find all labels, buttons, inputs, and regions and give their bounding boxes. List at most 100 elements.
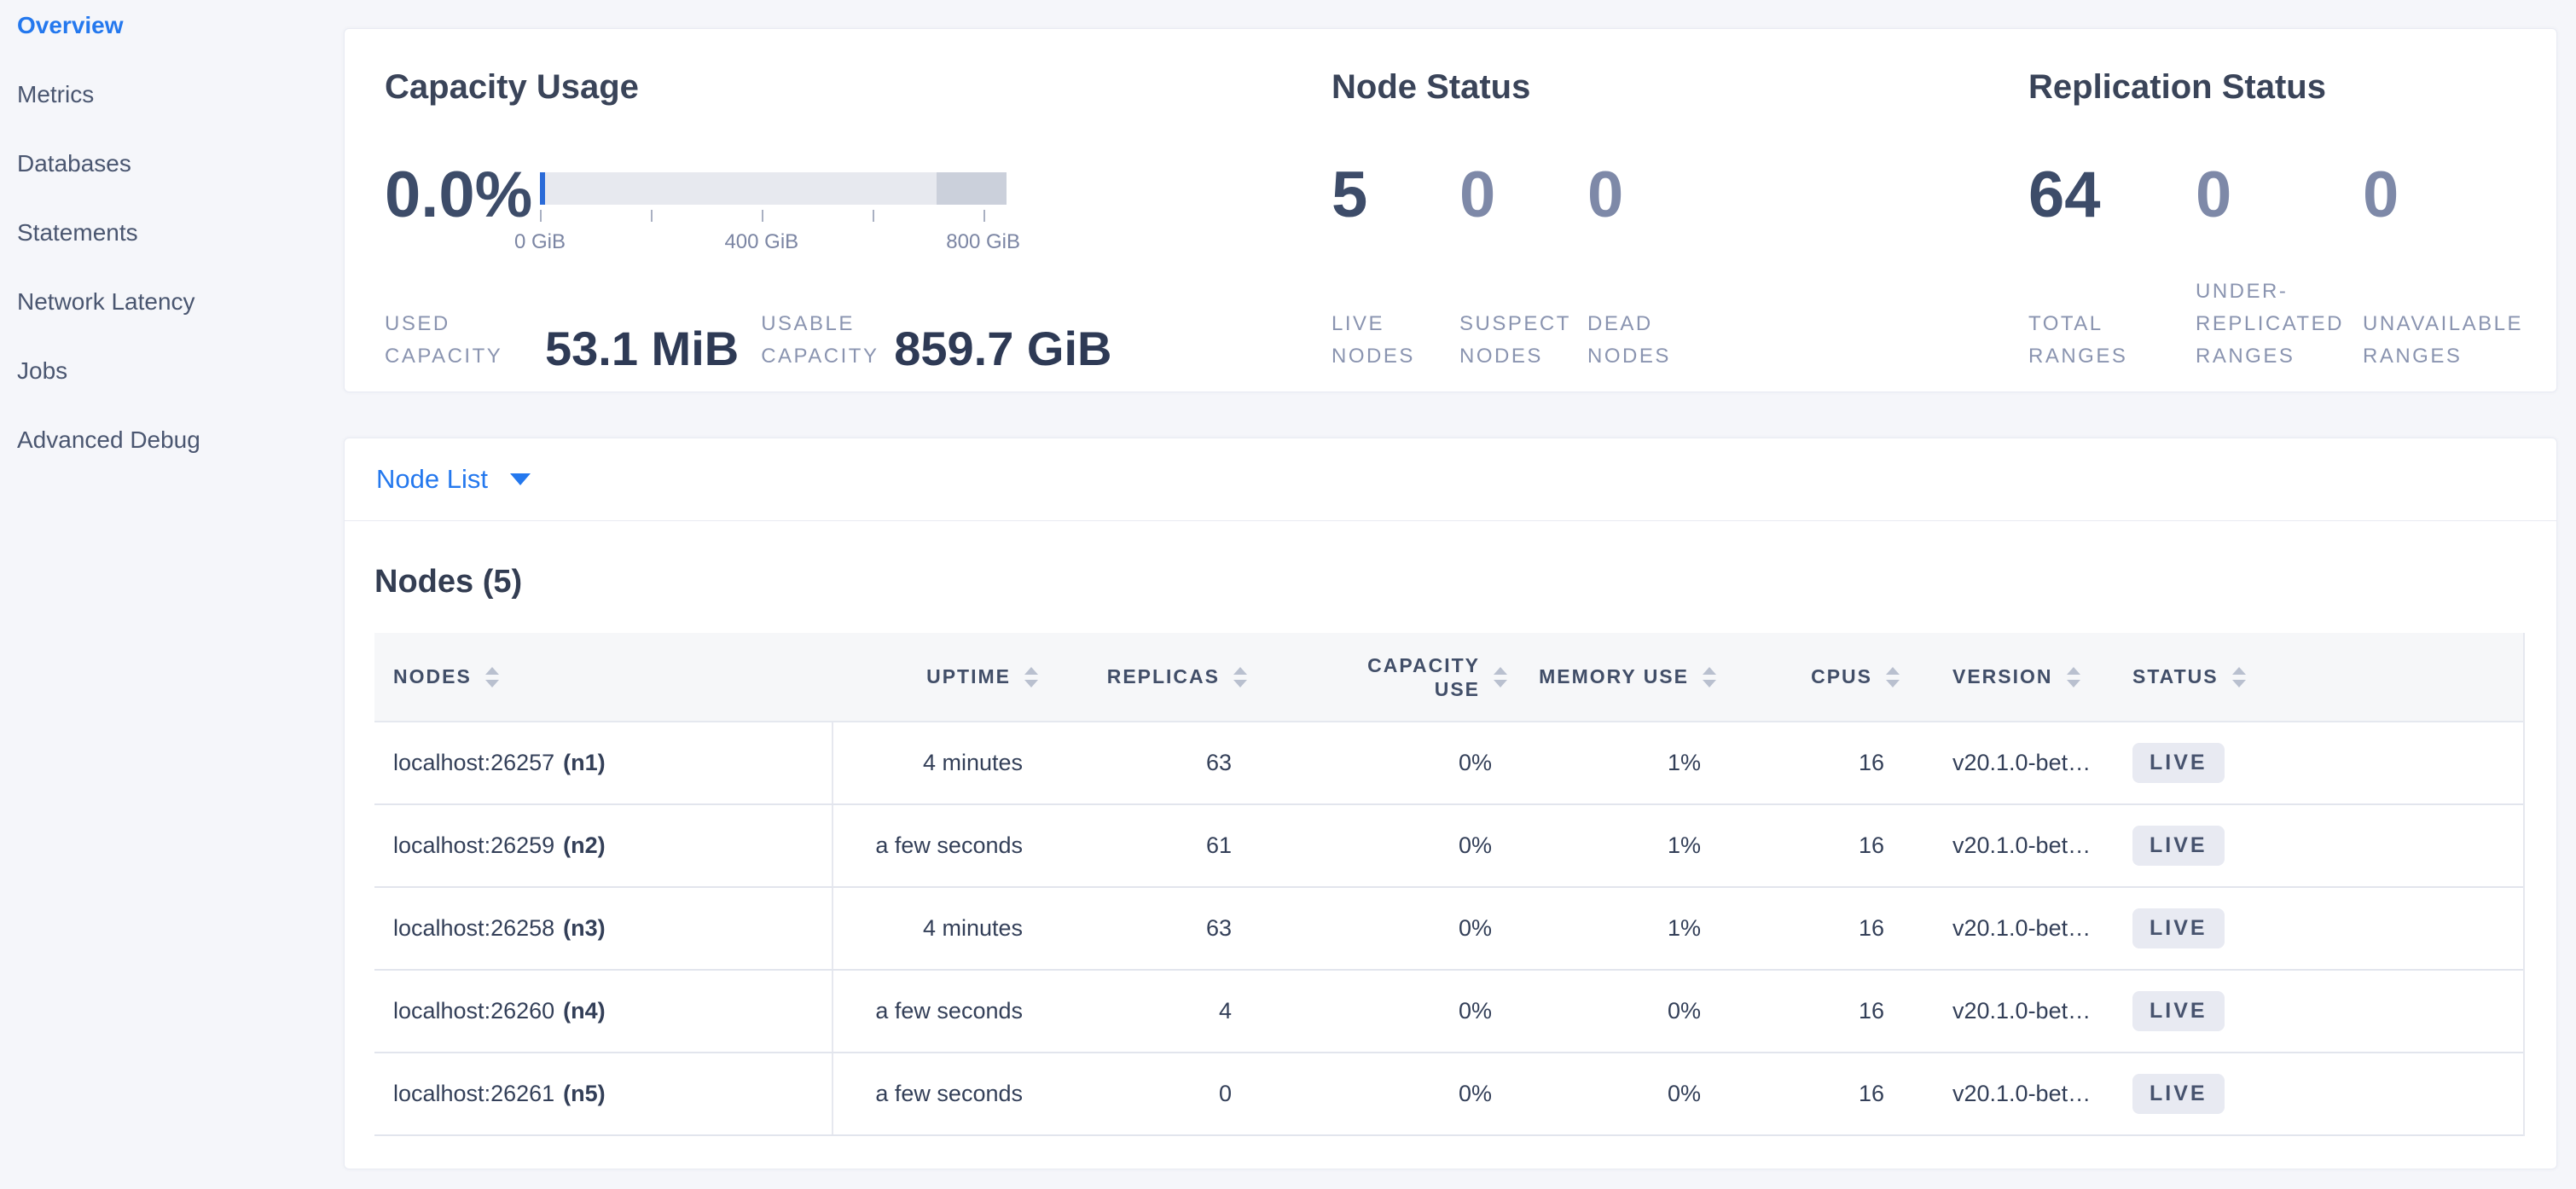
sort-icon <box>484 666 499 687</box>
node-id: (n1) <box>563 750 606 775</box>
sidebar-item-databases[interactable]: Databases <box>17 149 131 177</box>
column-header-label: UPTIME <box>926 665 1011 687</box>
column-header-label: CPUS <box>1811 665 1872 687</box>
node-status-stats: 5 LIVE NODES 0 SUSPECT NODES 0 DEAD NODE… <box>1332 159 2028 373</box>
node-address-cell[interactable]: localhost:26257 (n1) <box>374 722 833 803</box>
node-address: localhost:26261 <box>393 1081 555 1106</box>
table-row: localhost:26258 (n3) 4 minutes 63 0% 1% … <box>374 888 2523 971</box>
nodes-table-container: Nodes (5) NODES UPTIME REPLICAS CAPACITY… <box>345 564 2556 1136</box>
replication-stats: 64 TOTAL RANGES 0 UNDER-REPLICATED RANGE… <box>2028 159 2556 373</box>
dead-nodes-value: 0 <box>1587 159 1624 231</box>
status-badge: LIVE <box>2132 1074 2225 1114</box>
column-header-status[interactable]: STATUS <box>2117 633 2525 721</box>
sort-icon <box>1703 666 1716 687</box>
sidebar-item-jobs[interactable]: Jobs <box>17 357 68 384</box>
column-header-memory-use[interactable]: MEMORY USE <box>1516 633 1725 721</box>
replicas-cell: 63 <box>1205 915 1232 941</box>
sidebar: Overview Metrics Databases Statements Ne… <box>0 0 344 1189</box>
suspect-nodes-value: 0 <box>1459 159 1496 231</box>
axis-tick <box>540 210 542 222</box>
node-address-cell[interactable]: localhost:26259 (n2) <box>374 805 833 886</box>
capacity-use-cell: 0% <box>1458 832 1492 858</box>
sort-icon <box>2066 666 2080 687</box>
status-badge: LIVE <box>2132 743 2225 783</box>
uptime-cell: a few seconds <box>875 832 1023 858</box>
chevron-down-icon <box>509 473 531 485</box>
node-list-dropdown[interactable]: Node List <box>345 438 2556 521</box>
nodes-heading: Nodes (5) <box>374 564 523 600</box>
column-header-nodes[interactable]: NODES <box>374 633 833 721</box>
status-cell: LIVE <box>2117 888 2525 969</box>
sidebar-item-overview[interactable]: Overview <box>17 11 124 38</box>
cpus-cell: 16 <box>1858 998 1884 1024</box>
status-badge: LIVE <box>2132 826 2225 866</box>
sidebar-item-advanced-debug[interactable]: Advanced Debug <box>17 426 200 453</box>
usable-capacity-label: USABLE CAPACITY <box>761 312 879 368</box>
capacity-use-cell: 0% <box>1458 750 1492 775</box>
replicas-cell: 63 <box>1205 750 1232 775</box>
node-address-cell[interactable]: localhost:26261 (n5) <box>374 1053 833 1134</box>
dead-nodes-stat: 0 DEAD NODES <box>1587 159 1715 373</box>
memory-use-cell: 1% <box>1667 832 1701 858</box>
sort-icon <box>1886 666 1900 687</box>
version-cell: v20.1.0-bet… <box>1952 998 2092 1024</box>
table-row: localhost:26260 (n4) a few seconds 4 0% … <box>374 971 2523 1053</box>
node-address-cell[interactable]: localhost:26258 (n3) <box>374 888 833 969</box>
node-id: (n4) <box>563 998 606 1024</box>
sidebar-nav-list: Overview Metrics Databases Statements Ne… <box>0 0 344 474</box>
column-header-uptime[interactable]: UPTIME <box>833 633 1047 721</box>
status-cell: LIVE <box>2117 722 2525 803</box>
column-header-cpus[interactable]: CPUS <box>1725 633 1908 721</box>
replicas-cell: 61 <box>1205 832 1232 858</box>
status-badge: LIVE <box>2132 991 2225 1031</box>
sidebar-item-metrics[interactable]: Metrics <box>17 80 95 107</box>
capacity-bar-nonusable-segment <box>936 172 1007 205</box>
suspect-nodes-stat: 0 SUSPECT NODES <box>1459 159 1587 373</box>
sidebar-item-statements[interactable]: Statements <box>17 218 138 246</box>
cpus-cell: 16 <box>1858 1081 1884 1106</box>
node-address-cell[interactable]: localhost:26260 (n4) <box>374 971 833 1052</box>
column-header-capacity-use[interactable]: CAPACITY USE <box>1256 633 1516 721</box>
node-address: localhost:26259 <box>393 832 555 858</box>
column-header-version[interactable]: VERSION <box>1908 633 2117 721</box>
node-status-section: Node Status 5 LIVE NODES 0 SUSPECT NODES… <box>1332 67 2028 373</box>
memory-use-cell: 0% <box>1667 1081 1701 1106</box>
node-id: (n2) <box>563 832 606 858</box>
axis-tick <box>983 210 985 222</box>
total-ranges-value: 64 <box>2028 159 2101 231</box>
version-cell: v20.1.0-bet… <box>1952 1081 2092 1106</box>
capacity-usage-values: USED CAPACITY 53.1 MiB USABLE CAPACITY 8… <box>385 308 1332 373</box>
memory-use-cell: 1% <box>1667 915 1701 941</box>
table-row: localhost:26259 (n2) a few seconds 61 0%… <box>374 805 2523 888</box>
capacity-usage-title: Capacity Usage <box>385 68 639 106</box>
sidebar-item-network-latency[interactable]: Network Latency <box>17 287 195 315</box>
version-cell: v20.1.0-bet… <box>1952 832 2092 858</box>
cpus-cell: 16 <box>1858 750 1884 775</box>
uptime-cell: a few seconds <box>875 1081 1023 1106</box>
nodes-table: NODES UPTIME REPLICAS CAPACITY USE MEMOR… <box>374 633 2525 1136</box>
capacity-use-cell: 0% <box>1458 1081 1492 1106</box>
status-cell: LIVE <box>2117 805 2525 886</box>
uptime-cell: 4 minutes <box>922 915 1023 941</box>
sort-icon <box>1024 666 1038 687</box>
status-badge: LIVE <box>2132 908 2225 948</box>
uptime-cell: a few seconds <box>875 998 1023 1024</box>
capacity-percent: 0.0% <box>385 159 533 231</box>
sort-icon <box>1494 666 1507 687</box>
column-header-label: CAPACITY USE <box>1367 653 1480 700</box>
node-address: localhost:26257 <box>393 750 555 775</box>
column-header-replicas[interactable]: REPLICAS <box>1047 633 1256 721</box>
node-address: localhost:26260 <box>393 998 555 1024</box>
cpus-cell: 16 <box>1858 915 1884 941</box>
node-id: (n3) <box>563 915 606 941</box>
version-cell: v20.1.0-bet… <box>1952 750 2092 775</box>
under-replicated-ranges-stat: 0 UNDER-REPLICATED RANGES <box>2196 159 2363 373</box>
axis-label-400gib: 400 GiB <box>724 230 799 253</box>
table-header-row: NODES UPTIME REPLICAS CAPACITY USE MEMOR… <box>374 633 2523 722</box>
capacity-bar-track <box>540 172 1007 205</box>
replication-status-section: Replication Status 64 TOTAL RANGES 0 UND… <box>2028 67 2556 373</box>
capacity-use-cell: 0% <box>1458 998 1492 1024</box>
column-header-label: NODES <box>393 665 472 687</box>
live-nodes-stat: 5 LIVE NODES <box>1332 159 1459 373</box>
replicas-cell: 4 <box>1218 998 1232 1024</box>
